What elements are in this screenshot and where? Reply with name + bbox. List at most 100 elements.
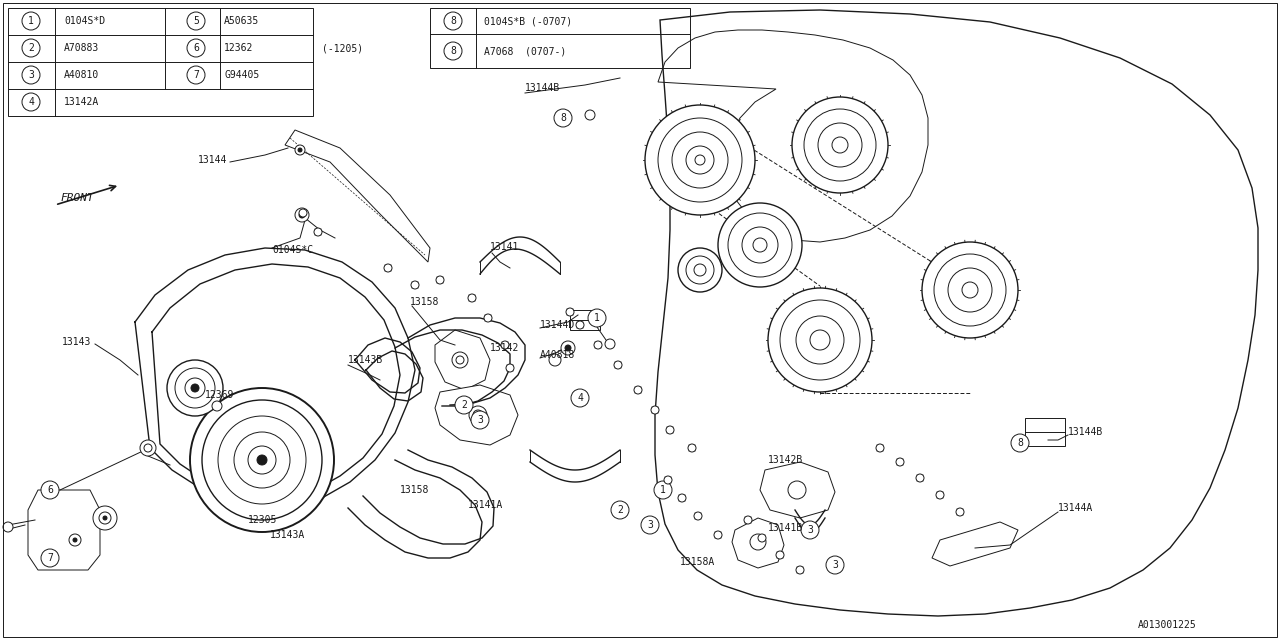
Circle shape [742,227,778,263]
Text: 12305: 12305 [248,515,278,525]
Circle shape [654,481,672,499]
Circle shape [471,411,489,429]
Circle shape [474,410,483,420]
Circle shape [500,341,509,349]
Text: 13158A: 13158A [680,557,716,567]
Text: 2: 2 [617,505,623,515]
Text: 12362: 12362 [224,43,253,53]
Circle shape [452,352,468,368]
Circle shape [818,123,861,167]
Circle shape [666,426,675,434]
Circle shape [594,341,602,349]
Circle shape [750,534,765,550]
Text: 3: 3 [28,70,35,80]
Text: 13142B: 13142B [768,455,804,465]
Circle shape [444,42,462,60]
Circle shape [796,566,804,574]
Circle shape [585,110,595,120]
Polygon shape [932,522,1018,566]
Circle shape [753,238,767,252]
Text: 8: 8 [1018,438,1023,448]
Circle shape [93,506,116,530]
Circle shape [728,213,792,277]
Circle shape [22,66,40,84]
Bar [8,8,314,116]
Circle shape [922,242,1018,338]
Circle shape [566,308,573,316]
Circle shape [444,12,462,30]
Circle shape [826,556,844,574]
Circle shape [456,356,465,364]
Circle shape [1011,434,1029,452]
Circle shape [189,388,334,532]
Circle shape [714,531,722,539]
Circle shape [218,416,306,504]
Text: FRONT: FRONT [60,193,93,203]
Circle shape [686,256,714,284]
Circle shape [384,264,392,272]
Circle shape [672,132,728,188]
Text: 13144B: 13144B [1068,427,1103,437]
Circle shape [634,386,643,394]
Text: 13143A: 13143A [270,530,305,540]
Text: A013001225: A013001225 [1138,620,1197,630]
Circle shape [832,137,849,153]
Text: 13141B: 13141B [768,523,804,533]
Text: 12369: 12369 [205,390,234,400]
Circle shape [694,264,707,276]
Circle shape [916,474,924,482]
Text: 4: 4 [577,393,582,403]
Circle shape [776,551,785,559]
Circle shape [484,314,492,322]
Circle shape [41,481,59,499]
Text: 0104S*D: 0104S*D [64,16,105,26]
Text: 13158: 13158 [410,297,439,307]
Circle shape [934,254,1006,326]
Text: A50635: A50635 [224,16,260,26]
Circle shape [948,268,992,312]
Circle shape [549,354,561,366]
Circle shape [257,455,268,465]
Text: 4: 4 [28,97,35,107]
Text: G94405: G94405 [224,70,260,80]
Circle shape [561,341,575,355]
Polygon shape [28,490,100,570]
Circle shape [187,39,205,57]
Circle shape [744,516,753,524]
Circle shape [564,345,571,351]
Text: 1: 1 [660,485,666,495]
Circle shape [73,538,77,542]
Circle shape [664,476,672,484]
Text: 5: 5 [193,16,198,26]
Circle shape [801,521,819,539]
Circle shape [611,501,628,519]
Circle shape [187,12,205,30]
Text: A40810: A40810 [64,70,100,80]
Circle shape [300,209,307,217]
Circle shape [896,458,904,466]
Bar [1025,418,1065,446]
Text: 1: 1 [28,16,35,26]
Circle shape [69,534,81,546]
Circle shape [576,321,584,329]
Circle shape [810,330,829,350]
Circle shape [300,212,305,218]
Circle shape [694,512,701,520]
Circle shape [936,491,945,499]
Circle shape [314,228,323,236]
Text: 8: 8 [451,16,456,26]
Text: 8: 8 [561,113,566,123]
Circle shape [187,66,205,84]
Circle shape [234,432,291,488]
Text: A7068  (0707-): A7068 (0707-) [484,46,566,56]
Text: 3: 3 [808,525,813,535]
Circle shape [506,364,515,372]
Text: 13142: 13142 [490,343,520,353]
Circle shape [22,12,40,30]
Polygon shape [285,130,430,262]
Text: 0104S*C: 0104S*C [273,245,314,255]
Circle shape [804,109,876,181]
Text: 3: 3 [477,415,483,425]
Text: 2: 2 [28,43,35,53]
Polygon shape [435,330,490,390]
